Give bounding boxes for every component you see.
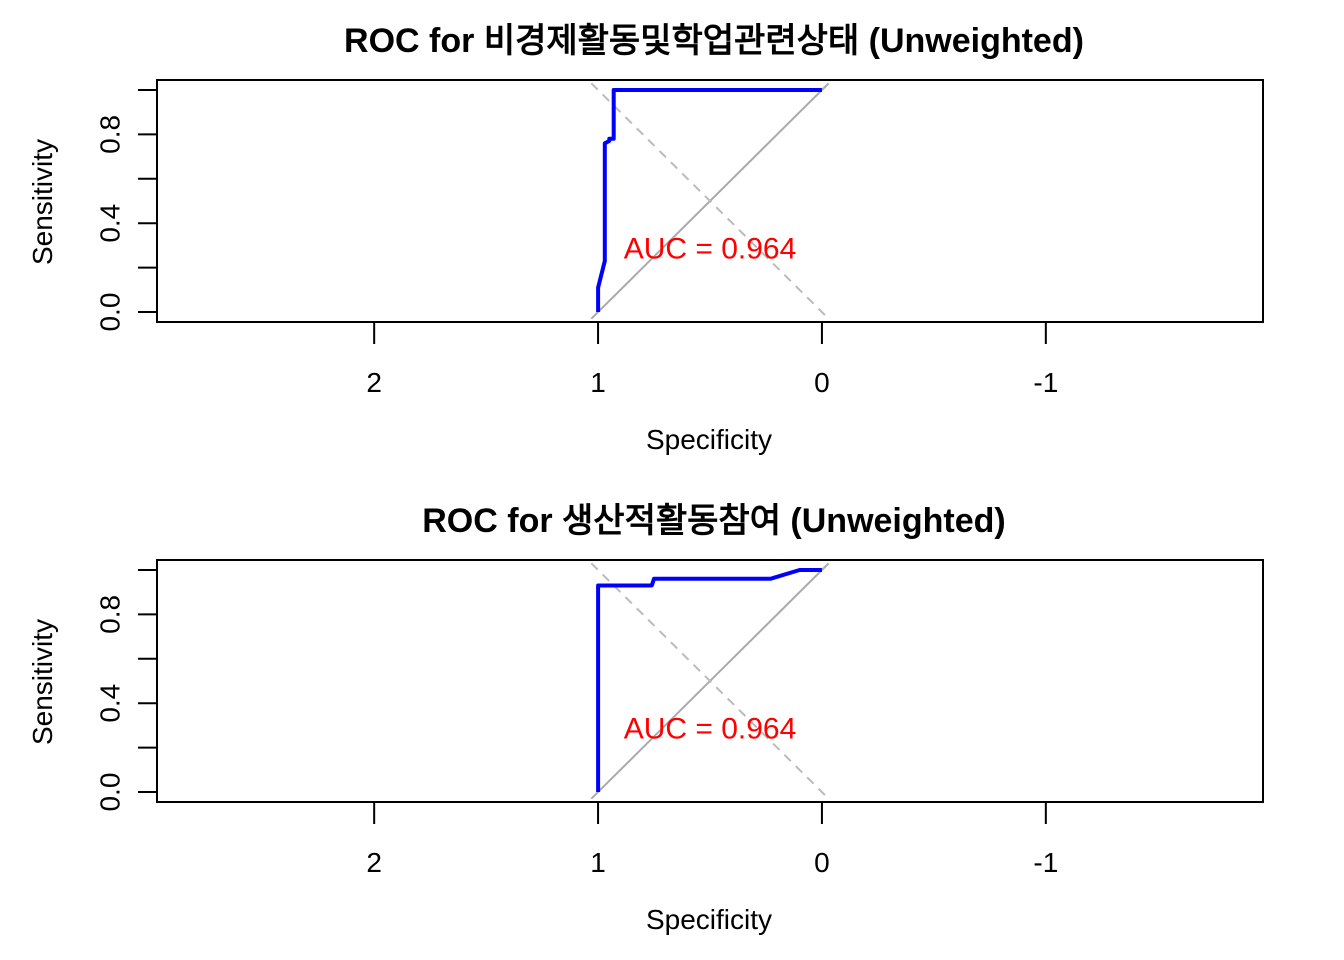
y-tick-label: 0.8 xyxy=(95,595,126,634)
y-tick-label: 0.4 xyxy=(95,204,126,243)
dashed-diagonal xyxy=(590,82,830,320)
x-axis-label: Specificity xyxy=(646,904,772,935)
chart-title: ROC for 비경제활동및학업관련상태 (Unweighted) xyxy=(344,22,1084,60)
roc-panel-1: ROC for 비경제활동및학업관련상태 (Unweighted) 2 1 0 -1 0.… xyxy=(27,22,1264,455)
roc-curve xyxy=(596,88,822,312)
x-tick-label: -1 xyxy=(1033,367,1058,398)
x-tick-label: 2 xyxy=(366,367,382,398)
x-tick-label: 0 xyxy=(814,847,830,878)
plot-box xyxy=(156,559,1264,803)
roc-panel-2: ROC for 생산적활동참여 (Unweighted) 2 1 0 -1 0.0 0.4 0… xyxy=(27,502,1264,935)
x-tick-label: 1 xyxy=(590,367,606,398)
dashed-diagonal xyxy=(590,562,830,800)
y-tick-label: 0.4 xyxy=(95,684,126,723)
auc-annotation: AUC = 0.964 xyxy=(624,713,797,746)
x-tick-label: 1 xyxy=(590,847,606,878)
y-tick-label: 0.0 xyxy=(95,773,126,812)
auc-annotation: AUC = 0.964 xyxy=(624,233,797,266)
x-axis-label: Specificity xyxy=(646,424,772,455)
chart-title: ROC for 생산적활동참여 (Unweighted) xyxy=(422,502,1005,540)
x-tick-label: 2 xyxy=(366,847,382,878)
roc-curve xyxy=(596,568,822,792)
y-tick-label: 0.8 xyxy=(95,115,126,154)
x-tick-label: 0 xyxy=(814,367,830,398)
x-tick-label: -1 xyxy=(1033,847,1058,878)
y-axis-label: Sensitivity xyxy=(27,139,58,265)
y-tick-label: 0.0 xyxy=(95,293,126,332)
plot-box xyxy=(156,79,1264,323)
y-axis-label: Sensitivity xyxy=(27,619,58,745)
